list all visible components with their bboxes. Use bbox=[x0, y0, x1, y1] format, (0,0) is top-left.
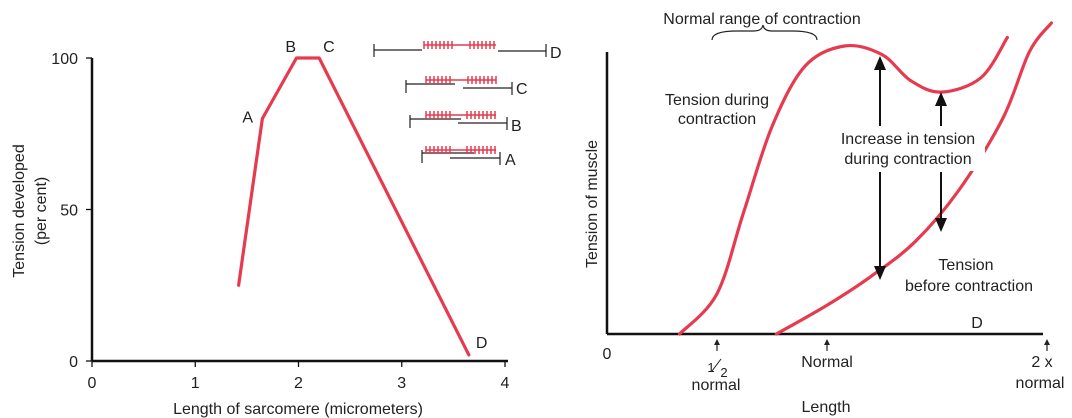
right-tick-label-half: 1 2 normal bbox=[692, 358, 741, 394]
right-y-axis-label: Tension of muscle bbox=[584, 140, 601, 268]
right-tick-label-0: 0 bbox=[603, 346, 612, 363]
left-x-axis-label: Length of sarcomere (micrometers) bbox=[173, 401, 423, 418]
left-y-axis-label-line1: Tension developed bbox=[11, 144, 28, 277]
during-label-line2: contraction bbox=[678, 111, 756, 128]
fraction-numerator: 1 bbox=[707, 360, 714, 375]
right-tick-label-2x: 2 x bbox=[1031, 354, 1052, 371]
tension-arrow-left bbox=[874, 56, 886, 280]
filament-b bbox=[425, 111, 496, 119]
left-x-tick-label: 0 bbox=[88, 375, 97, 392]
right-x-tick-arrowhead bbox=[824, 339, 830, 345]
fraction-denominator: 2 bbox=[720, 365, 727, 380]
right-tick-label-normal: Normal bbox=[801, 354, 853, 371]
left-y-axis-label-line2: (per cent) bbox=[33, 177, 50, 245]
left-x-tick-label: 3 bbox=[397, 375, 406, 392]
normal-range-label: Normal range of contraction bbox=[663, 11, 860, 28]
right-x-axis-label: Length bbox=[802, 399, 851, 416]
sarcomere-diagram-c: C bbox=[405, 76, 528, 98]
left-point-labels: A B C D bbox=[242, 39, 487, 352]
increase-label-line1: Increase in tension bbox=[841, 131, 975, 148]
sarcomere-diagram-a: A bbox=[421, 146, 516, 169]
normal-range-brace bbox=[711, 24, 818, 41]
left-y-tick-label: 0 bbox=[69, 354, 78, 371]
during-label-line1: Tension during bbox=[665, 92, 769, 109]
left-x-tick-label: 4 bbox=[501, 375, 510, 392]
point-label-a: A bbox=[242, 110, 253, 127]
tension-during-contraction-curve bbox=[678, 35, 1009, 336]
sarcomere-label-b: B bbox=[511, 118, 522, 135]
filament-d bbox=[423, 41, 496, 49]
right-tick-label-2x-sub: normal bbox=[1016, 375, 1065, 392]
left-ticks bbox=[86, 57, 506, 367]
tension-before-contraction-curve bbox=[774, 21, 1053, 336]
before-label-line2: before contraction bbox=[905, 278, 1033, 295]
right-x-tick-arrowhead bbox=[714, 339, 720, 345]
tension-arrow-right bbox=[935, 92, 947, 232]
before-label-line1: Tension bbox=[938, 257, 993, 274]
point-label-b: B bbox=[285, 39, 296, 56]
right-ticks bbox=[714, 339, 1050, 351]
sarcomere-diagram-b: B bbox=[409, 111, 522, 135]
point-label-c: C bbox=[323, 39, 335, 56]
sarcomere-diagram-d: D bbox=[373, 41, 562, 62]
sarcomere-label-a: A bbox=[505, 152, 516, 169]
sarcomere-label-c: C bbox=[516, 81, 528, 98]
left-tick-labels: 0 1 2 3 4 0 50 100 bbox=[51, 51, 509, 392]
filament-c bbox=[425, 76, 497, 84]
fraction-slash bbox=[711, 358, 722, 372]
right-d-label: D bbox=[971, 315, 983, 332]
filament-a bbox=[425, 146, 496, 154]
fraction-suffix: normal bbox=[692, 377, 741, 394]
left-y-tick-label: 100 bbox=[51, 51, 78, 68]
sarcomere-label-d: D bbox=[550, 45, 562, 62]
left-y-tick-label: 50 bbox=[60, 203, 78, 220]
muscle-length-tension-chart: Tension of muscle Length 0 1 2 normal No… bbox=[584, 11, 1064, 416]
left-x-tick-label: 2 bbox=[294, 375, 303, 392]
tension-curve bbox=[237, 56, 471, 357]
increase-label-background bbox=[835, 127, 985, 171]
increase-label-line2: during contraction bbox=[844, 151, 971, 168]
right-x-tick-arrowhead bbox=[1044, 339, 1050, 345]
point-label-d: D bbox=[476, 335, 488, 352]
left-x-tick-label: 1 bbox=[191, 375, 200, 392]
